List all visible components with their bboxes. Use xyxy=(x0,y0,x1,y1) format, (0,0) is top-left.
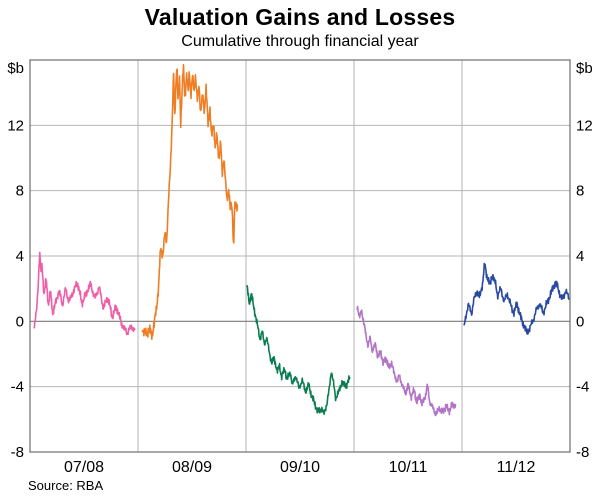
y-tick-label-left: 8 xyxy=(16,183,24,200)
chart-subtitle: Cumulative through financial year xyxy=(181,33,419,50)
x-axis-label: 08/09 xyxy=(172,459,212,476)
y-tick-label-right: -4 xyxy=(576,379,589,396)
x-axis-label: 07/08 xyxy=(64,459,104,476)
y-tick-label-left: -4 xyxy=(11,379,24,396)
y-tick-label-right: 4 xyxy=(576,248,584,265)
axis-labels: -8 -8 -4 -4 0 0 4 4 8 8 12 12 $b $b 07/08 08/09 09/10 10/… xyxy=(7,60,592,476)
series-line-08-09 xyxy=(141,63,239,341)
y-tick-label-left: 4 xyxy=(16,248,24,265)
x-axis-label: 10/11 xyxy=(389,459,428,476)
gridlines xyxy=(30,60,570,452)
plot-frame xyxy=(29,59,571,453)
series-line-07-08 xyxy=(33,251,136,336)
series-line-10-11 xyxy=(356,305,457,417)
series-lines xyxy=(33,63,570,417)
y-tick-label-left: 12 xyxy=(7,117,24,134)
y-tick-label-right: 8 xyxy=(576,183,584,200)
y-tick-label-left: 0 xyxy=(16,313,24,330)
series-line-09-10 xyxy=(246,285,351,416)
x-axis-label: 11/12 xyxy=(497,459,536,476)
series-line-11-12 xyxy=(463,262,570,335)
unit-label-right: $b xyxy=(576,60,593,77)
y-tick-label-left: -8 xyxy=(11,444,24,461)
y-tick-label-right: 0 xyxy=(576,313,584,330)
chart-title: Valuation Gains and Losses xyxy=(144,4,456,30)
y-tick-label-right: -8 xyxy=(576,444,589,461)
y-tick-label-right: 12 xyxy=(576,117,593,134)
x-axis-label: 09/10 xyxy=(280,459,320,476)
source-note: Source: RBA xyxy=(28,478,104,493)
unit-label-left: $b xyxy=(7,60,24,77)
